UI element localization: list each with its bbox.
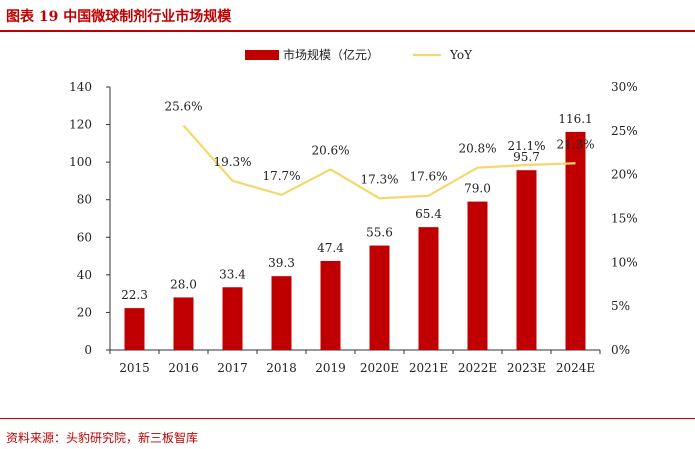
x-tick-label: 2023E — [507, 361, 546, 375]
chart: 市场规模（亿元） YoY 0 20 40 60 80 100 120 140 0% 5% 10% 15%… — [69, 47, 638, 375]
x-tick-label: 2018 — [266, 361, 297, 375]
bar-value-label: 55.6 — [366, 226, 393, 240]
bar-value-label: 65.4 — [415, 207, 442, 221]
bar — [418, 227, 439, 350]
bars — [124, 131, 586, 350]
footer-rule — [0, 418, 695, 419]
y-left-tick-label: 20 — [77, 305, 92, 319]
x-tick-label: 2022E — [458, 361, 497, 375]
bar — [565, 131, 586, 350]
bar-value-label: 33.4 — [219, 267, 246, 281]
x-tick-label: 2019 — [315, 361, 346, 375]
y-right-tick-label: 0% — [611, 343, 630, 357]
legend-line-label: YoY — [449, 48, 473, 62]
y-right-tick-label: 30% — [611, 80, 638, 94]
yoy-value-label: 17.3% — [360, 172, 398, 186]
y-right-tick-label: 10% — [611, 255, 638, 269]
y-left-tick-label: 100 — [69, 155, 92, 169]
x-tick-label: 2020E — [360, 361, 399, 375]
axes: 0 20 40 60 80 100 120 140 0% 5% 10% 15% 20% 25% 30% 201… — [69, 80, 638, 375]
y-left-tick-label: 0 — [84, 343, 92, 357]
y-left-tick-label: 120 — [69, 118, 92, 132]
bar-value-label: 95.7 — [513, 150, 540, 164]
yoy-value-label: 25.6% — [164, 100, 202, 114]
legend-bar-swatch — [245, 50, 279, 60]
x-tick-label: 2024E — [556, 361, 595, 375]
yoy-value-label: 20.6% — [311, 143, 349, 157]
bar — [271, 276, 292, 350]
y-right-tick-label: 25% — [611, 124, 638, 138]
y-right-tick-label: 5% — [611, 299, 630, 313]
y-left-tick-label: 40 — [77, 268, 92, 282]
x-tick-label: 2021E — [409, 361, 448, 375]
x-tick-label: 2017 — [217, 361, 248, 375]
y-left-tick-label: 80 — [77, 193, 92, 207]
bar — [369, 245, 390, 350]
legend-bar-label: 市场规模（亿元） — [283, 47, 379, 62]
bar-value-label: 116.1 — [558, 112, 592, 126]
yoy-value-label: 21.3% — [556, 137, 594, 151]
bar-value-label: 28.0 — [170, 277, 197, 291]
yoy-line-path — [182, 124, 576, 200]
bar-value-label: 47.4 — [317, 241, 344, 255]
y-right-tick-label: 20% — [611, 168, 638, 182]
bar — [320, 260, 341, 350]
bar — [467, 201, 488, 350]
x-tick-label: 2015 — [119, 361, 150, 375]
yoy-value-label: 17.7% — [262, 169, 300, 183]
legend: 市场规模（亿元） YoY — [245, 47, 473, 62]
bar-value-label: 22.3 — [121, 288, 148, 302]
bar — [173, 297, 194, 350]
data-labels: 22.3 28.0 33.4 39.3 47.4 55.6 65.4 79.0 95.7 116.… — [121, 100, 594, 303]
bar — [222, 287, 243, 350]
yoy-value-label: 17.6% — [409, 170, 447, 184]
bar-value-label: 79.0 — [464, 182, 491, 196]
bar-value-label: 39.3 — [268, 256, 295, 270]
yoy-value-label: 20.8% — [458, 142, 496, 156]
x-tick-label: 2016 — [168, 361, 199, 375]
y-right-tick-label: 15% — [611, 212, 638, 226]
yoy-line — [182, 124, 576, 200]
yoy-value-label: 21.1% — [507, 139, 545, 153]
bar — [516, 170, 537, 350]
figure-title: 图表 19 中国微球制剂行业市场规模 — [6, 9, 232, 25]
bar — [124, 308, 145, 350]
title-rule — [0, 30, 695, 32]
yoy-value-label: 19.3% — [213, 155, 251, 169]
source-note: 资料来源：头豹研究院，新三板智库 — [6, 431, 199, 445]
y-left-tick-label: 60 — [77, 230, 92, 244]
y-left-tick-label: 140 — [69, 80, 92, 94]
